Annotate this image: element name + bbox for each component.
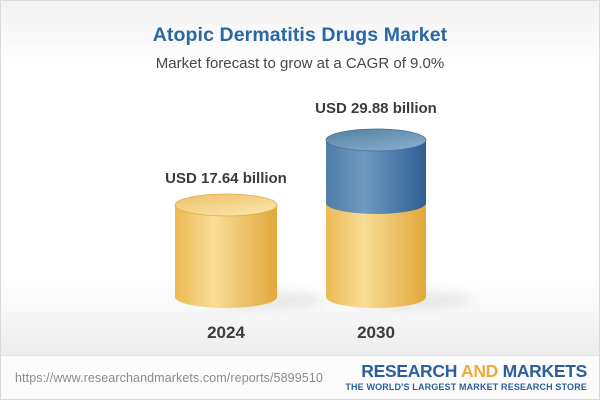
logo-tagline: THE WORLD'S LARGEST MARKET RESEARCH STOR… xyxy=(345,382,587,393)
value-label-2030: USD 29.88 billion xyxy=(315,100,437,117)
cylinder-2030 xyxy=(325,128,427,308)
cylinder-2030-base-segment xyxy=(326,203,426,308)
axis-label-2030: 2030 xyxy=(357,323,395,342)
cylinder-2024 xyxy=(174,193,278,308)
logo-wordmark: RESEARCH AND MARKETS xyxy=(345,360,588,381)
logo-word-markets: MARKETS xyxy=(502,360,588,381)
axis-label-2024: 2024 xyxy=(207,323,245,342)
value-label-2024: USD 17.64 billion xyxy=(165,170,287,187)
subtitle: Market forecast to grow at a CAGR of 9.0… xyxy=(155,55,445,72)
report-url: https://www.researchandmarkets.com/repor… xyxy=(15,370,323,385)
research-and-markets-logo: RESEARCH AND MARKETS THE WORLD'S LARGEST… xyxy=(345,360,588,393)
logo-word-research: RESEARCH xyxy=(361,360,458,381)
footer: https://www.researchandmarkets.com/repor… xyxy=(1,355,599,399)
cylinder-2030-growth-segment xyxy=(326,140,426,214)
logo-word-and: AND xyxy=(460,360,498,381)
page-title: Atopic Dermatitis Drugs Market xyxy=(152,24,448,46)
